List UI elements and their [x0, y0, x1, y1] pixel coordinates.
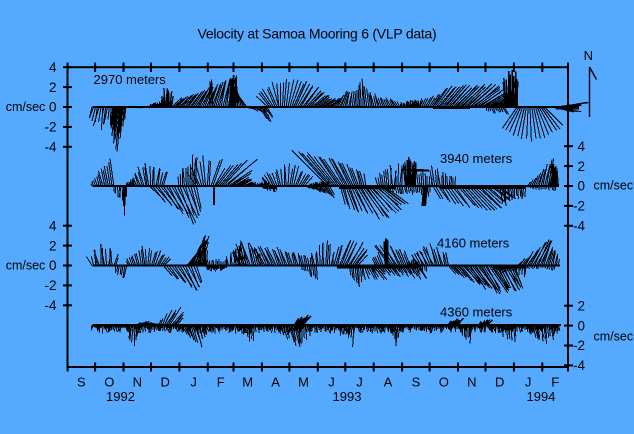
svg-text:3940 meters: 3940 meters	[440, 151, 513, 166]
svg-text:0: 0	[577, 318, 585, 333]
svg-text:4: 4	[577, 139, 585, 154]
svg-text:-2: -2	[573, 199, 585, 214]
svg-text:O: O	[104, 375, 114, 390]
svg-text:F: F	[217, 375, 225, 390]
svg-text:J: J	[328, 375, 335, 390]
svg-text:M: M	[298, 375, 309, 390]
svg-text:N: N	[467, 375, 476, 390]
svg-text:F: F	[551, 375, 559, 390]
svg-text:-4: -4	[44, 140, 56, 155]
svg-text:-4: -4	[573, 219, 585, 234]
svg-text:-4: -4	[44, 298, 56, 313]
svg-text:4: 4	[49, 60, 57, 75]
svg-text:4360 meters: 4360 meters	[440, 305, 513, 320]
svg-text:0: 0	[49, 258, 57, 273]
svg-text:S: S	[77, 375, 86, 390]
svg-text:A: A	[384, 375, 393, 390]
svg-text:M: M	[242, 375, 253, 390]
svg-text:4: 4	[49, 218, 57, 233]
svg-text:4160 meters: 4160 meters	[437, 236, 510, 251]
svg-text:-2: -2	[573, 338, 585, 353]
svg-text:O: O	[439, 375, 449, 390]
svg-text:Velocity at Samoa Mooring 6 (V: Velocity at Samoa Mooring 6 (VLP data)	[198, 26, 437, 42]
svg-text:2: 2	[577, 298, 585, 313]
svg-text:2970 meters: 2970 meters	[94, 72, 167, 87]
svg-text:0: 0	[577, 179, 585, 194]
svg-text:cm/sec: cm/sec	[6, 259, 46, 273]
svg-text:S: S	[412, 375, 421, 390]
svg-text:D: D	[161, 375, 170, 390]
svg-text:-2: -2	[44, 120, 56, 135]
svg-text:0: 0	[49, 100, 57, 115]
svg-text:cm/sec: cm/sec	[594, 179, 634, 193]
svg-text:J: J	[190, 375, 197, 390]
svg-text:A: A	[271, 375, 280, 390]
svg-text:2: 2	[577, 159, 585, 174]
svg-text:1994: 1994	[527, 389, 556, 404]
svg-text:2: 2	[49, 238, 57, 253]
svg-text:J: J	[525, 375, 532, 390]
svg-text:J: J	[356, 375, 363, 390]
svg-text:D: D	[495, 375, 504, 390]
svg-text:1992: 1992	[106, 389, 135, 404]
svg-text:cm/sec: cm/sec	[6, 100, 46, 114]
svg-text:1993: 1993	[333, 389, 362, 404]
svg-text:N: N	[133, 375, 142, 390]
svg-text:-2: -2	[44, 278, 56, 293]
svg-text:2: 2	[49, 80, 57, 95]
svg-text:cm/sec: cm/sec	[594, 329, 634, 343]
svg-text:-4: -4	[573, 358, 585, 373]
svg-text:N: N	[584, 48, 593, 63]
